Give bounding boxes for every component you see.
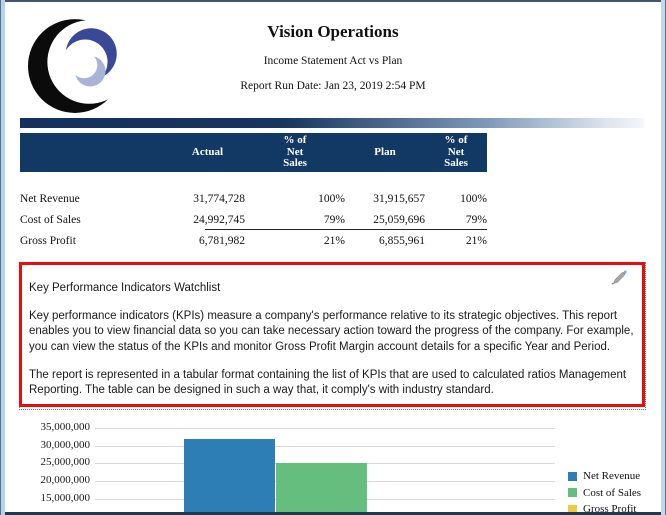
kpi-note-title: Key Performance Indicators Watchlist (29, 282, 221, 294)
legend-item: Gross Profit (568, 501, 641, 515)
kpi-note-box: Key Performance Indicators Watchlist Key… (19, 262, 645, 407)
legend-swatch (568, 504, 577, 514)
vision-operations-logo (28, 19, 130, 113)
legend-label: Net Revenue (583, 470, 641, 483)
table-cell: 100% (460, 192, 487, 205)
table-row: Cost of Sales 24,992,745 79% 25,059,696 79% (20, 209, 487, 230)
y-axis-tick-label: 30,000,000 (40, 438, 91, 451)
table-header-row: Actual % of Net Sales Plan % of Net Sales (20, 133, 487, 172)
table-cell: 79% (323, 213, 345, 226)
table-cell: 31,774,728 (193, 192, 245, 205)
table-cell: 6,855,961 (379, 234, 425, 247)
kpi-note-paragraph: The report is represented in a tabular f… (29, 369, 627, 397)
table-cell: 25,059,696 (373, 213, 425, 226)
y-axis-tick-label: 25,000,000 (40, 456, 91, 469)
kpi-text-region[interactable]: Key Performance Indicators Watchlist Key… (19, 262, 646, 410)
window-border-right (661, 0, 666, 515)
legend-label: Gross Profit (583, 503, 637, 515)
table-cell: 79% (465, 213, 487, 226)
table-cell: 21% (465, 234, 487, 247)
window-border-top (0, 0, 666, 2)
table-cell: 6,781,982 (199, 234, 245, 247)
legend-swatch (568, 471, 577, 481)
report-subtitle: Income Statement Act vs Plan (263, 55, 403, 67)
y-axis-tick-label: 20,000,000 (40, 474, 91, 487)
income-statement-table: Actual % of Net Sales Plan % of Net Sales N… (20, 133, 487, 251)
table-cell: 24,992,745 (193, 213, 245, 226)
bar-cost-of-sales (276, 463, 367, 515)
row-label: Cost of Sales (20, 213, 81, 226)
table-cell: 21% (323, 234, 345, 247)
window-border-bottom (0, 512, 666, 515)
bar-net-revenue (184, 439, 275, 515)
legend-item: Net Revenue (568, 468, 641, 485)
table-body: Net Revenue 31,774,728 100% 31,915,657 100% C… (20, 188, 487, 251)
table-row: Net Revenue 31,774,728 100% 31,915,657 100% (20, 188, 487, 209)
y-axis-tick-label: 15,000,000 (40, 491, 91, 504)
table-cell: 31,915,657 (373, 192, 425, 205)
window-border-left (0, 0, 5, 515)
page-title: Vision Operations (267, 22, 399, 41)
table-cell: 100% (318, 192, 345, 205)
gridline (95, 445, 555, 447)
legend-item: Cost of Sales (568, 485, 641, 502)
pencil-icon[interactable] (611, 270, 629, 286)
table-header-cell: % of Net Sales (444, 134, 468, 170)
row-label: Net Revenue (20, 192, 80, 205)
section-divider-bar (20, 118, 644, 128)
row-label: Gross Profit (20, 234, 76, 247)
table-row: Gross Profit 6,781,982 21% 6,855,961 21% (20, 230, 487, 251)
table-header-cell: % of Net Sales (283, 134, 307, 170)
legend-swatch (568, 488, 577, 498)
chart-legend: Net Revenue Cost of Sales Gross Profit (568, 468, 641, 515)
total-rule-line (205, 229, 487, 230)
table-header-cell: Plan (374, 145, 396, 158)
report-run-date: Report Run Date: Jan 23, 2019 2:54 PM (240, 80, 426, 92)
y-axis-tick-label: 35,000,000 (40, 421, 91, 433)
kpi-note-paragraph: Key performance indicators (KPIs) measur… (29, 310, 634, 353)
table-header-cell: Actual (191, 145, 224, 158)
kpi-bar-chart: 35,000,000 30,000,000 25,000,000 20,000,000… (0, 418, 666, 515)
gridline (95, 428, 555, 429)
legend-label: Cost of Sales (583, 486, 642, 499)
